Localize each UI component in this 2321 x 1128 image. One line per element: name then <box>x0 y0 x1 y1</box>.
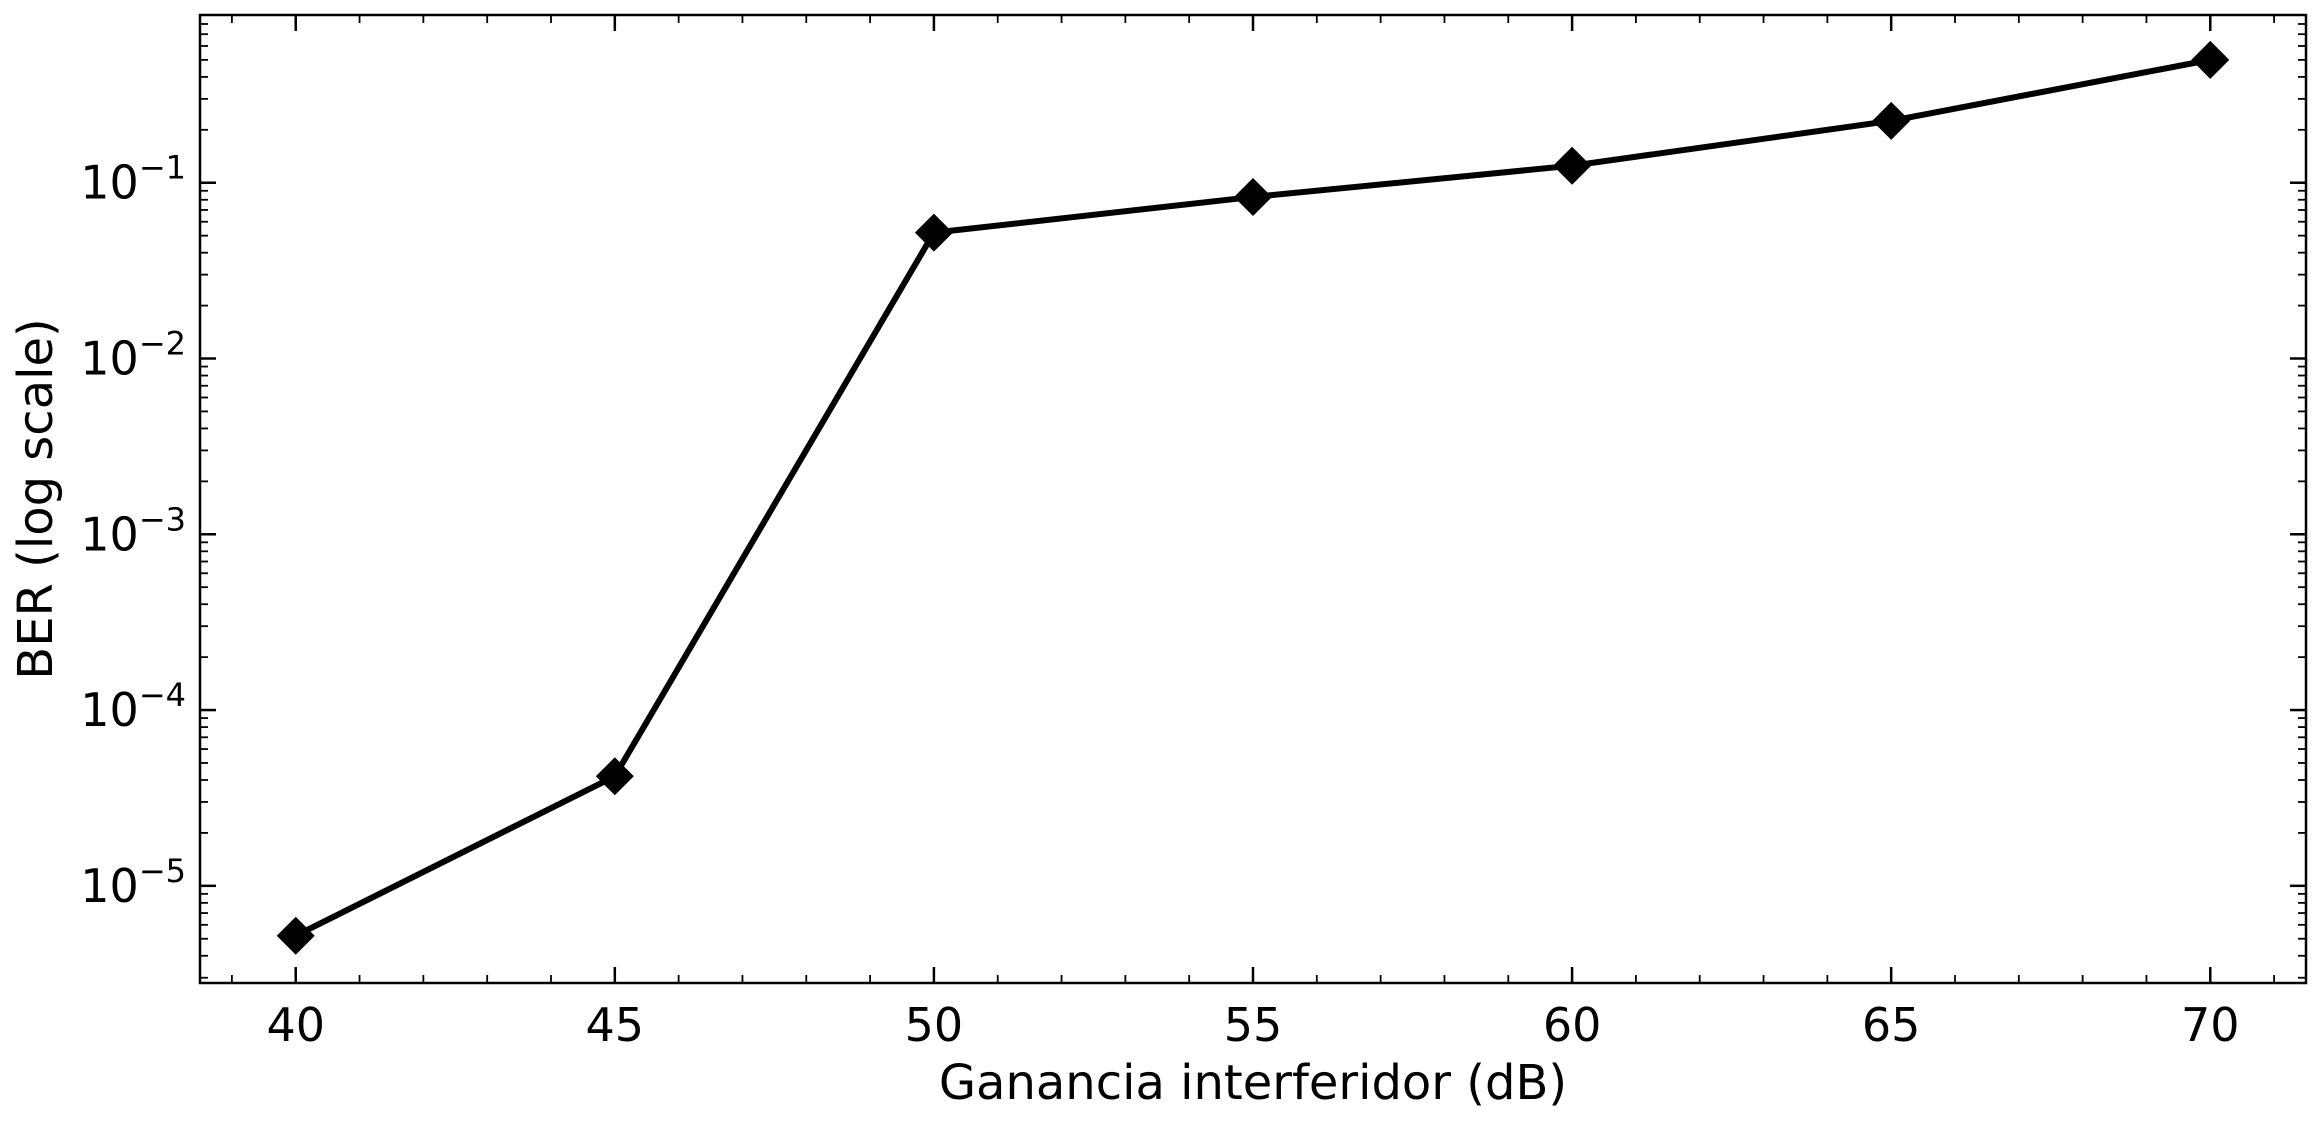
x-tick-label: 40 <box>266 998 325 1052</box>
x-tick-label: 65 <box>1862 998 1921 1052</box>
data-point-marker <box>1234 177 1272 216</box>
data-point-marker <box>914 213 953 252</box>
data-point-marker <box>2191 40 2230 79</box>
data-point-marker <box>276 916 315 955</box>
tick-labels: 40 45 50 55 60 65 70 10−5 10−4 10−3 10−2 10−1 <box>80 149 2239 1052</box>
minor-ticks <box>200 14 2306 983</box>
x-tick-label: 50 <box>905 998 964 1052</box>
major-ticks <box>200 15 2306 983</box>
x-tick-label: 60 <box>1543 998 1602 1052</box>
y-tick-label: 10−1 <box>80 149 186 210</box>
x-tick-label: 70 <box>2181 998 2240 1052</box>
y-tick-label: 10−5 <box>80 852 186 913</box>
plot-frame <box>198 13 2308 985</box>
data-markers <box>276 40 2230 955</box>
y-tick-label: 10−3 <box>80 500 186 561</box>
y-tick-label: 10−4 <box>80 676 186 737</box>
data-point-marker <box>1553 146 1592 185</box>
data-point-marker <box>595 757 634 796</box>
x-tick-label: 45 <box>586 998 645 1052</box>
x-tick-label: 55 <box>1224 998 1283 1052</box>
y-axis-label: BER (log scale) <box>8 318 64 679</box>
x-axis-label: Ganancia interferidor (dB) <box>939 1055 1567 1111</box>
y-tick-label: 10−2 <box>80 325 186 386</box>
data-point-marker <box>1872 101 1911 140</box>
